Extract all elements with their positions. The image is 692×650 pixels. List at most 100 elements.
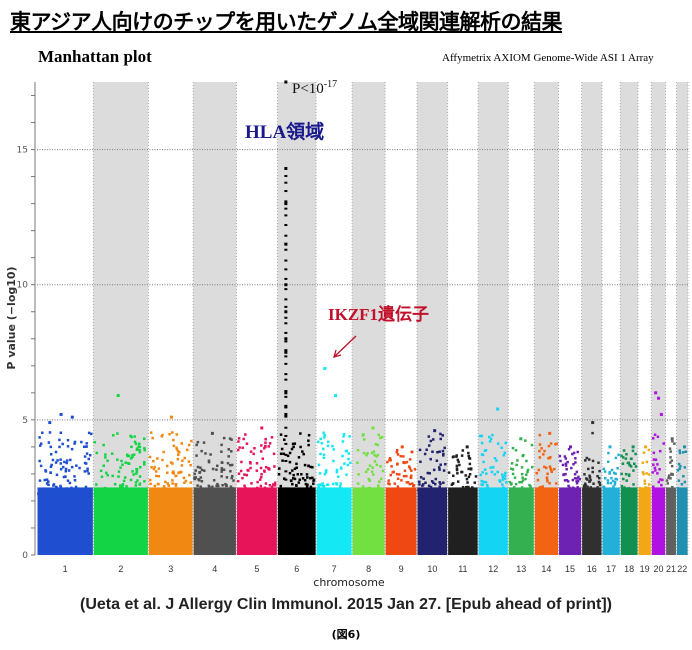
snp-point xyxy=(335,468,339,472)
snp-point xyxy=(469,492,473,496)
snp-point xyxy=(514,449,518,452)
snp-point xyxy=(138,465,142,469)
snp-point xyxy=(129,434,132,438)
snp-point xyxy=(307,489,311,493)
snp-point xyxy=(373,460,377,463)
snp-point xyxy=(156,491,159,495)
snp-point xyxy=(232,479,235,482)
snp-point xyxy=(486,486,489,489)
snp-point xyxy=(631,449,635,453)
snp-band xyxy=(448,487,478,555)
snp-hla-point xyxy=(284,298,288,301)
snp-point xyxy=(61,465,65,469)
snp-point xyxy=(244,487,247,490)
snp-point xyxy=(640,489,643,492)
snp-point xyxy=(632,469,635,472)
snp-point xyxy=(461,449,465,452)
snp-hla-point xyxy=(284,242,288,245)
snp-point xyxy=(131,470,134,473)
x-tick-label: 12 xyxy=(488,564,498,574)
snp-point xyxy=(125,453,129,457)
snp-point xyxy=(154,489,157,492)
snp-point xyxy=(643,479,646,482)
snp-point xyxy=(607,460,610,463)
snp-point xyxy=(193,472,196,476)
snp-point xyxy=(153,484,157,488)
snp-point xyxy=(611,489,615,492)
snp-point xyxy=(143,448,146,452)
snp-point xyxy=(524,488,527,492)
snp-point xyxy=(591,431,594,435)
snp-point xyxy=(402,474,406,478)
snp-point xyxy=(323,492,327,496)
snp-point xyxy=(220,450,223,453)
snp-point xyxy=(331,444,334,448)
snp-point xyxy=(450,483,454,486)
snp-point xyxy=(669,461,672,464)
snp-point xyxy=(295,484,298,488)
snp-point xyxy=(582,492,586,496)
snp-point xyxy=(452,474,455,478)
chromosome-6-points xyxy=(277,80,316,555)
snp-point xyxy=(241,476,244,480)
snp-point xyxy=(85,445,88,448)
snp-point xyxy=(591,466,594,470)
snp-band xyxy=(277,487,316,555)
snp-point xyxy=(564,464,568,467)
snp-hla-point xyxy=(284,224,288,227)
snp-point xyxy=(651,471,654,474)
snp-point xyxy=(153,465,156,469)
snp-point xyxy=(323,472,327,476)
snp-point xyxy=(603,487,607,490)
snp-point xyxy=(178,471,182,474)
snp-point xyxy=(374,442,378,446)
snp-point xyxy=(488,435,491,439)
snp-point xyxy=(123,491,127,494)
snp-point xyxy=(181,459,184,462)
snp-point xyxy=(47,441,51,444)
snp-point xyxy=(243,473,246,476)
snp-point xyxy=(121,485,124,488)
chromosome-7-points xyxy=(316,367,352,555)
snp-hit-point xyxy=(654,391,658,395)
snp-point xyxy=(408,458,412,461)
snp-point xyxy=(626,461,630,465)
snp-point xyxy=(331,482,335,486)
snp-point xyxy=(240,460,243,464)
snp-band xyxy=(352,487,385,555)
snp-point xyxy=(520,488,523,492)
chromosome-shading xyxy=(651,82,666,555)
snp-point xyxy=(597,476,601,480)
chromosome-shading xyxy=(193,82,237,555)
snp-point xyxy=(281,490,284,494)
snp-point xyxy=(226,492,230,495)
snp-point xyxy=(49,465,53,469)
snp-point xyxy=(659,478,662,481)
snp-point xyxy=(596,486,599,489)
snp-point xyxy=(96,492,100,495)
snp-point xyxy=(656,463,659,466)
snp-point xyxy=(207,484,211,488)
snp-point xyxy=(106,459,109,462)
snp-point xyxy=(130,488,133,492)
snp-point xyxy=(216,464,219,468)
snp-point xyxy=(153,490,156,494)
snp-point xyxy=(231,492,235,496)
snp-point xyxy=(215,484,218,488)
snp-point xyxy=(103,490,107,493)
snp-point xyxy=(149,482,152,486)
snp-point xyxy=(584,459,587,462)
snp-point xyxy=(514,482,518,486)
snp-point xyxy=(134,484,138,487)
snp-point xyxy=(503,451,507,455)
snp-point xyxy=(375,455,378,458)
snp-point xyxy=(676,490,680,493)
snp-point xyxy=(77,487,80,490)
snp-point xyxy=(222,436,226,440)
snp-point xyxy=(135,447,139,450)
snp-point xyxy=(58,492,62,496)
snp-point xyxy=(322,456,326,459)
snp-point xyxy=(297,492,300,496)
snp-point xyxy=(288,460,292,464)
snp-point xyxy=(227,455,230,458)
